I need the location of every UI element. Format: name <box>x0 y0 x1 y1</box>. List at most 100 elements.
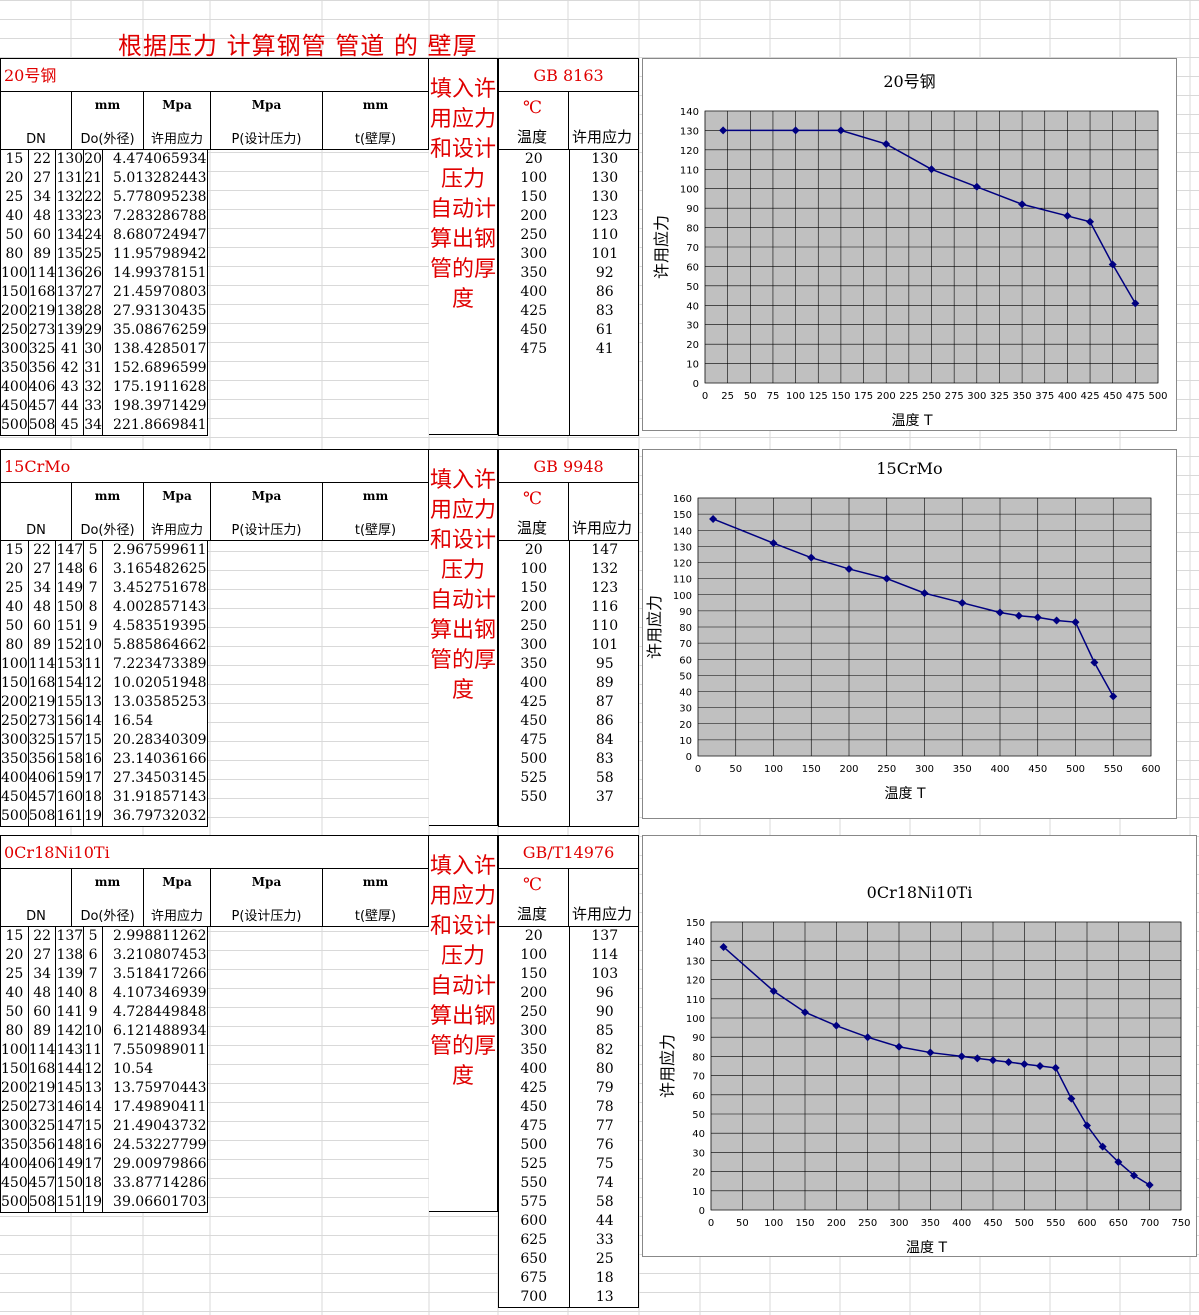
cell-stress[interactable]: 136 <box>55 264 85 283</box>
cell-stress[interactable]: 137 <box>55 927 85 946</box>
cell-pressure[interactable]: 19 <box>83 807 104 827</box>
cell-stress[interactable]: 140 <box>55 984 85 1003</box>
cell-stress[interactable]: 139 <box>55 965 85 984</box>
cell-stress[interactable]: 146 <box>55 1098 85 1117</box>
cell-dn: 20 <box>0 946 29 965</box>
cell-pressure[interactable]: 15 <box>83 1117 104 1136</box>
cell-pressure[interactable]: 12 <box>83 674 104 693</box>
cell-stress[interactable]: 138 <box>55 946 85 965</box>
data-point <box>719 942 728 951</box>
cell-pressure[interactable]: 18 <box>83 788 104 807</box>
cell-allow-stress: 37 <box>595 789 614 805</box>
cell-pressure[interactable]: 7 <box>83 579 104 598</box>
cell-pressure[interactable]: 12 <box>83 1060 104 1079</box>
x-tick-label: 150 <box>802 764 821 775</box>
cell-stress[interactable]: 130 <box>55 150 85 169</box>
cell-stress[interactable]: 160 <box>55 788 85 807</box>
cell-stress[interactable]: 151 <box>55 1193 85 1213</box>
cell-allow-stress: 77 <box>595 1118 614 1134</box>
cell-pressure[interactable]: 7 <box>83 965 104 984</box>
data-point <box>807 553 816 562</box>
cell-stress[interactable]: 154 <box>55 674 85 693</box>
cell-stress[interactable]: 157 <box>55 731 85 750</box>
cell-stress[interactable]: 141 <box>55 1003 85 1022</box>
cell-thickness: 23.14036166 <box>102 750 208 769</box>
cell-stress[interactable]: 147 <box>55 541 85 560</box>
cell-pressure[interactable]: 17 <box>83 769 104 788</box>
cell-stress[interactable]: 45 <box>55 416 85 436</box>
cell-pressure[interactable]: 16 <box>83 750 104 769</box>
cell-stress[interactable]: 135 <box>55 245 85 264</box>
cell-stress[interactable]: 148 <box>55 1136 85 1155</box>
cell-pressure[interactable]: 20 <box>83 150 104 169</box>
cell-stress[interactable]: 151 <box>55 617 85 636</box>
cell-stress[interactable]: 150 <box>55 1174 85 1193</box>
cell-pressure[interactable]: 13 <box>83 693 104 712</box>
cell-stress[interactable]: 42 <box>55 359 85 378</box>
cell-stress[interactable]: 43 <box>55 378 85 397</box>
cell-thickness: 36.79732032 <box>102 807 208 827</box>
cell-pressure[interactable]: 11 <box>83 655 104 674</box>
cell-pressure[interactable]: 28 <box>83 302 104 321</box>
cell-stress[interactable]: 147 <box>55 1117 85 1136</box>
cell-pressure[interactable]: 9 <box>83 617 104 636</box>
cell-stress[interactable]: 142 <box>55 1022 85 1041</box>
cell-stress[interactable]: 138 <box>55 302 85 321</box>
cell-stress[interactable]: 155 <box>55 693 85 712</box>
cell-pressure[interactable]: 15 <box>83 731 104 750</box>
cell-pressure[interactable]: 31 <box>83 359 104 378</box>
cell-stress[interactable]: 161 <box>55 807 85 827</box>
cell-stress[interactable]: 131 <box>55 169 85 188</box>
cell-pressure[interactable]: 14 <box>83 1098 104 1117</box>
cell-stress[interactable]: 148 <box>55 560 85 579</box>
cell-pressure[interactable]: 17 <box>83 1155 104 1174</box>
cell-stress[interactable]: 149 <box>55 1155 85 1174</box>
cell-pressure[interactable]: 29 <box>83 321 104 340</box>
cell-pressure[interactable]: 14 <box>83 712 104 731</box>
cell-stress[interactable]: 145 <box>55 1079 85 1098</box>
cell-pressure[interactable]: 33 <box>83 397 104 416</box>
cell-stress[interactable]: 143 <box>55 1041 85 1060</box>
cell-pressure[interactable]: 19 <box>83 1193 104 1213</box>
cell-pressure[interactable]: 8 <box>83 598 104 617</box>
cell-dn: 250 <box>0 321 29 340</box>
cell-stress[interactable]: 149 <box>55 579 85 598</box>
cell-pressure[interactable]: 25 <box>83 245 104 264</box>
cell-stress[interactable]: 139 <box>55 321 85 340</box>
cell-pressure[interactable]: 30 <box>83 340 104 359</box>
cell-pressure[interactable]: 11 <box>83 1041 104 1060</box>
cell-stress[interactable]: 132 <box>55 188 85 207</box>
cell-stress[interactable]: 156 <box>55 712 85 731</box>
cell-do: 114 <box>27 655 57 674</box>
cell-stress[interactable]: 158 <box>55 750 85 769</box>
cell-pressure[interactable]: 22 <box>83 188 104 207</box>
cell-stress[interactable]: 153 <box>55 655 85 674</box>
cell-pressure[interactable]: 18 <box>83 1174 104 1193</box>
cell-pressure[interactable]: 6 <box>83 946 104 965</box>
cell-stress[interactable]: 152 <box>55 636 85 655</box>
cell-pressure[interactable]: 5 <box>83 541 104 560</box>
cell-stress[interactable]: 150 <box>55 598 85 617</box>
cell-pressure[interactable]: 8 <box>83 984 104 1003</box>
cell-pressure[interactable]: 5 <box>83 927 104 946</box>
cell-pressure[interactable]: 10 <box>83 636 104 655</box>
cell-pressure[interactable]: 13 <box>83 1079 104 1098</box>
cell-pressure[interactable]: 6 <box>83 560 104 579</box>
cell-pressure[interactable]: 24 <box>83 226 104 245</box>
cell-stress[interactable]: 159 <box>55 769 85 788</box>
cell-stress[interactable]: 137 <box>55 283 85 302</box>
cell-stress[interactable]: 133 <box>55 207 85 226</box>
cell-stress[interactable]: 44 <box>55 397 85 416</box>
cell-pressure[interactable]: 26 <box>83 264 104 283</box>
cell-pressure[interactable]: 27 <box>83 283 104 302</box>
cell-pressure[interactable]: 16 <box>83 1136 104 1155</box>
cell-stress[interactable]: 134 <box>55 226 85 245</box>
cell-pressure[interactable]: 9 <box>83 1003 104 1022</box>
cell-stress[interactable]: 41 <box>55 340 85 359</box>
cell-pressure[interactable]: 34 <box>83 416 104 436</box>
cell-pressure[interactable]: 10 <box>83 1022 104 1041</box>
cell-pressure[interactable]: 32 <box>83 378 104 397</box>
cell-stress[interactable]: 144 <box>55 1060 85 1079</box>
cell-pressure[interactable]: 23 <box>83 207 104 226</box>
cell-pressure[interactable]: 21 <box>83 169 104 188</box>
